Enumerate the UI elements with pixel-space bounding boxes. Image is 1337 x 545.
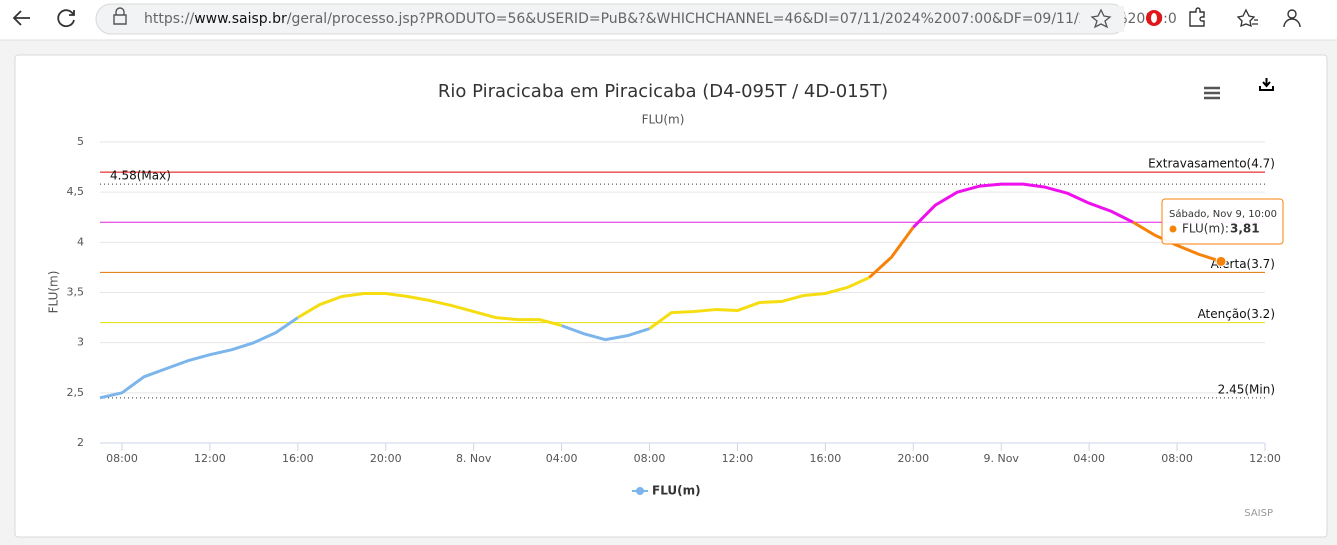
plot-line-label: 4.58(Max): [110, 169, 171, 183]
plot: 2 2,5 3 3,5 4 4,5 5 08:00 12:00 16:00 20:00 8. Nov 0…: [67, 135, 1281, 498]
chart-title: Rio Piracicaba em Piracicaba (D4-095T / …: [438, 81, 888, 102]
tooltip-label: FLU(m):: [1182, 222, 1229, 236]
lock-icon[interactable]: [113, 7, 127, 25]
series-line: [912, 182, 1134, 229]
x-tick-label: 12:00: [1249, 452, 1281, 465]
x-tick-label: 9. Nov: [983, 452, 1019, 465]
url-fade: [1080, 6, 1124, 32]
x-tick-label: 08:00: [106, 452, 138, 465]
series-line: [648, 276, 870, 330]
chart-card: [14, 54, 1328, 538]
x-tick-label: 12:00: [194, 452, 226, 465]
favorites-button[interactable]: [1236, 8, 1258, 28]
x-tick-label: 16:00: [282, 452, 314, 465]
download-button[interactable]: [1259, 78, 1274, 91]
extension-icon-inner: [1151, 13, 1157, 23]
y-tick-label: 2: [77, 436, 84, 449]
y-tick-label: 3,5: [67, 286, 85, 299]
y-axis-label: FLU(m): [47, 271, 61, 314]
series-line: [561, 324, 650, 342]
url-path: /geral/processo.jsp?PRODUTO=56&USERID=Pu…: [287, 11, 1177, 27]
url-host: www.saisp.br: [194, 11, 287, 27]
favorite-icon[interactable]: [1090, 8, 1112, 29]
y-tick-label: 2,5: [67, 386, 85, 399]
x-tick-label: 12:00: [722, 452, 754, 465]
series-line: [868, 226, 915, 279]
plot-line-label: Alerta(3.7): [1211, 257, 1275, 271]
back-button[interactable]: [12, 10, 30, 26]
legend-symbol: [636, 487, 644, 495]
plot-line-label: Extravasamento(4.7): [1148, 157, 1275, 171]
tooltip: Sábado, Nov 9, 10:00 FLU(m): 3,81: [1161, 198, 1284, 245]
y-tick-label: 5: [77, 135, 84, 148]
y-tick-label: 4: [77, 235, 84, 248]
y-tick-label: 3: [77, 336, 84, 349]
address-bar[interactable]: [95, 3, 1127, 35]
x-tick-label: 08:00: [634, 452, 666, 465]
chart-subtitle: FLU(m): [642, 113, 685, 127]
series-line: [99, 316, 299, 400]
extensions-button[interactable]: [1189, 7, 1205, 27]
x-tick-label: 04:00: [546, 452, 578, 465]
series-line: [1132, 220, 1222, 263]
x-tick-label: 20:00: [897, 452, 929, 465]
reload-button[interactable]: [57, 9, 75, 28]
x-tick-label: 08:00: [1161, 452, 1193, 465]
series-line: [297, 292, 563, 328]
plot-line-label: Atenção(3.2): [1198, 307, 1275, 321]
x-tick-label: 20:00: [370, 452, 402, 465]
plot-line-label: 2.45(Min): [1218, 382, 1275, 396]
profile-body: [1283, 18, 1301, 28]
hover-point: [1215, 255, 1227, 267]
url: https://www.saisp.br/geral/processo.jsp?…: [144, 11, 1177, 27]
tooltip-marker: [1169, 225, 1177, 233]
tooltip-value: 3,81: [1230, 222, 1260, 236]
credits: SAISP: [1244, 508, 1273, 519]
profile-button[interactable]: [1287, 9, 1297, 19]
y-tick-label: 4,5: [67, 185, 85, 198]
tooltip-header: Sábado, Nov 9, 10:00: [1169, 208, 1277, 220]
menu-button[interactable]: [1204, 86, 1220, 100]
x-tick-label: 16:00: [810, 452, 842, 465]
x-tick-label: 8. Nov: [456, 452, 492, 465]
legend-label: FLU(m): [652, 484, 701, 498]
tooltip-box: [1161, 198, 1284, 245]
url-scheme: https://: [144, 11, 194, 27]
x-tick-label: 04:00: [1073, 452, 1105, 465]
